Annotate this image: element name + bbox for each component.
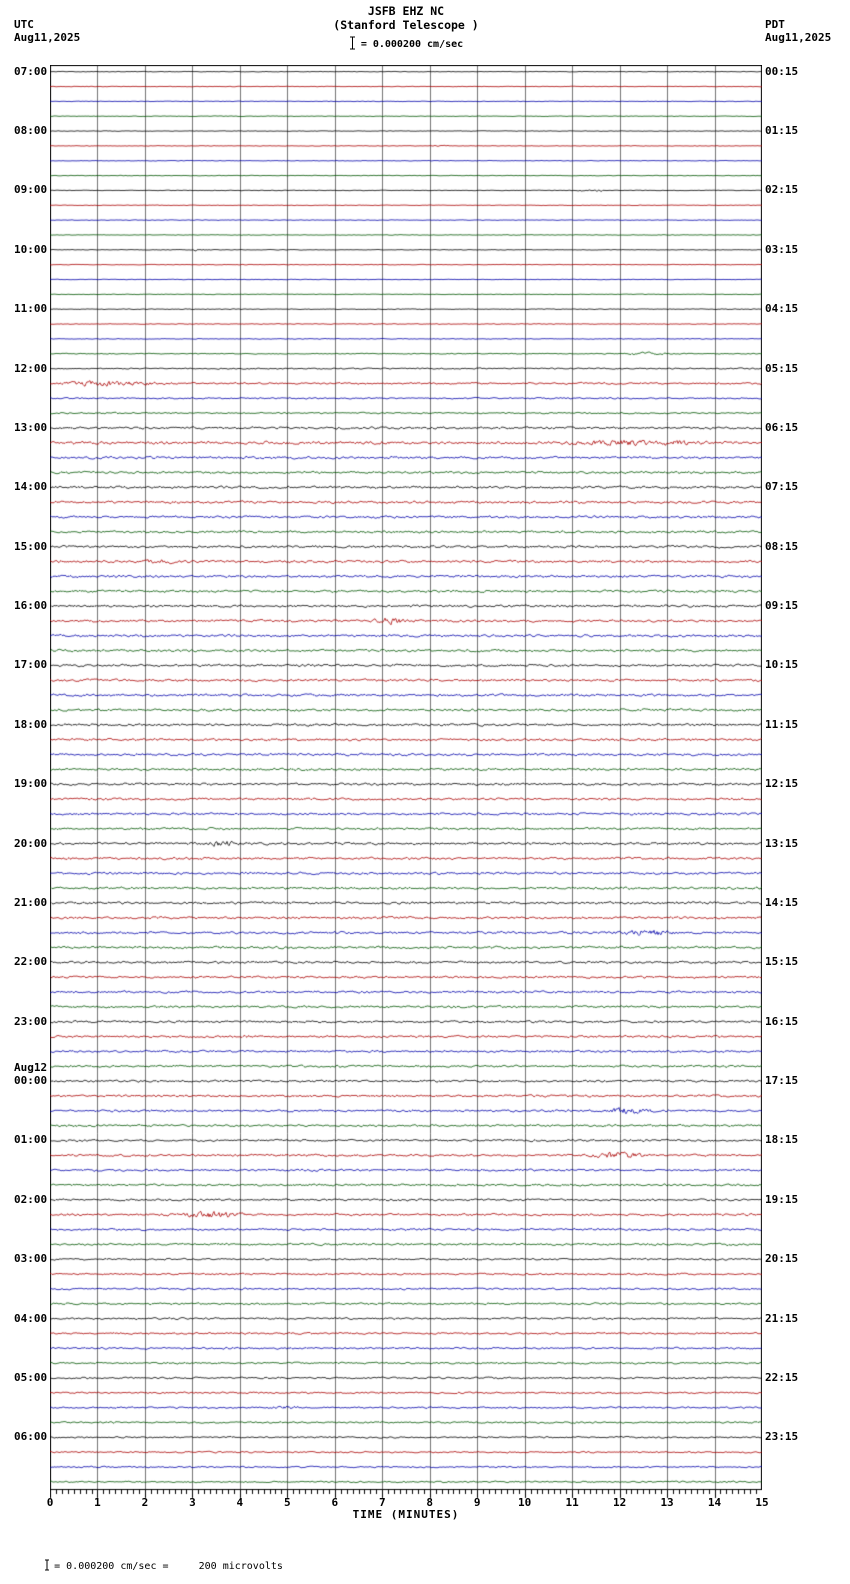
scale-indicator: = 0.000200 cm/sec	[50, 36, 762, 53]
utc-hour-label: 06:00	[14, 1430, 48, 1444]
pdt-hour-label: 14:15	[765, 895, 799, 909]
pdt-hour-label: 19:15	[765, 1192, 799, 1206]
utc-hour-label: 09:00	[14, 183, 48, 197]
pdt-hour-label: 16:15	[765, 1014, 799, 1028]
utc-hour-label: 10:00	[14, 242, 48, 256]
pdt-hour-label: 22:15	[765, 1370, 799, 1384]
x-tick-label: 9	[473, 1496, 481, 1509]
utc-hour-label: 07:00	[14, 64, 48, 78]
utc-hour-label: 00:00	[14, 1074, 48, 1088]
page-subtitle: (Stanford Telescope )	[333, 18, 479, 32]
x-tick-label: 10	[518, 1496, 532, 1509]
x-tick-label: 8	[426, 1496, 434, 1509]
utc-hour-label: 16:00	[14, 599, 48, 613]
utc-hour-label: 21:00	[14, 895, 48, 909]
x-tick-label: 1	[94, 1496, 101, 1509]
page-title: JSFB EHZ NC	[367, 4, 445, 18]
utc-hour-label: 11:00	[14, 302, 48, 316]
x-tick-label: 2	[141, 1496, 149, 1509]
pdt-timezone-block: PDT Aug11,2025	[765, 18, 831, 44]
utc-hour-label: 17:00	[14, 658, 48, 672]
pdt-hour-label: 20:15	[765, 1252, 799, 1266]
utc-hour-label: 03:00	[14, 1252, 48, 1266]
x-tick-label: 6	[331, 1496, 339, 1509]
utc-hour-label: 23:00	[14, 1014, 48, 1028]
pdt-hour-label: 08:15	[765, 539, 799, 553]
pdt-hour-label: 17:15	[765, 1074, 799, 1088]
x-tick-label: 3	[189, 1496, 196, 1509]
utc-hour-label: 08:00	[14, 124, 48, 138]
pdt-hour-label: 04:15	[765, 302, 799, 316]
utc-date-break-label: Aug12	[14, 1061, 48, 1075]
x-tick-label: 12	[612, 1496, 627, 1509]
pdt-hour-label: 15:15	[765, 955, 799, 969]
utc-hour-label: 01:00	[14, 1133, 48, 1147]
scale-label: = 0.000200 cm/sec	[360, 39, 464, 50]
pdt-hour-label: 23:15	[765, 1430, 799, 1444]
pdt-hour-label: 01:15	[765, 124, 799, 138]
x-tick-label: 0	[46, 1496, 54, 1509]
pdt-label: PDT	[765, 18, 785, 31]
utc-hour-label: 13:00	[14, 420, 48, 434]
pdt-hour-label: 11:15	[765, 717, 799, 731]
utc-date: Aug11,2025	[14, 31, 81, 44]
pdt-hour-label: 18:15	[765, 1133, 799, 1147]
utc-hour-label: 14:00	[14, 480, 48, 494]
x-tick-label: 15	[755, 1496, 769, 1509]
pdt-hour-label: 00:15	[765, 64, 799, 78]
footer-scale-bar-icon	[8, 1548, 50, 1584]
pdt-date: Aug11,2025	[765, 31, 832, 44]
scale-bar-icon	[349, 36, 356, 53]
x-tick-label: 4	[236, 1496, 244, 1509]
helicorder-plot	[50, 65, 762, 1499]
utc-hour-label: 19:00	[14, 777, 48, 791]
utc-label: UTC	[14, 18, 34, 31]
pdt-hour-label: 10:15	[765, 658, 799, 672]
pdt-hour-label: 21:15	[765, 1311, 799, 1325]
utc-hour-label: 22:00	[14, 955, 48, 969]
pdt-hour-label: 13:15	[765, 836, 799, 850]
pdt-hour-label: 05:15	[765, 361, 799, 375]
x-tick-label: 13	[660, 1496, 674, 1509]
utc-hour-label: 18:00	[14, 717, 48, 731]
utc-hour-label: 05:00	[14, 1370, 48, 1384]
footer-scale-note: = 0.000200 cm/sec = 200 microvolts	[8, 1548, 283, 1584]
utc-hour-label: 15:00	[14, 539, 48, 553]
x-tick-label: 11	[565, 1496, 579, 1509]
utc-hour-label: 02:00	[14, 1192, 48, 1206]
utc-timezone-block: UTC Aug11,2025	[14, 18, 80, 44]
pdt-hour-label: 02:15	[765, 183, 799, 197]
x-tick-label: 7	[378, 1496, 386, 1509]
pdt-hour-label: 03:15	[765, 242, 799, 256]
utc-hour-label: 20:00	[14, 836, 48, 850]
x-axis-title: TIME (MINUTES)	[352, 1508, 460, 1521]
pdt-hour-label: 12:15	[765, 777, 799, 791]
pdt-hour-label: 09:15	[765, 599, 799, 613]
utc-hour-label: 04:00	[14, 1311, 48, 1325]
x-tick-label: 14	[707, 1496, 722, 1509]
x-tick-label: 5	[284, 1496, 291, 1509]
pdt-hour-label: 07:15	[765, 480, 799, 494]
utc-hour-label: 12:00	[14, 361, 48, 375]
footer-note-text: = 0.000200 cm/sec = 200 microvolts	[54, 1561, 283, 1572]
pdt-hour-label: 06:15	[765, 420, 799, 434]
